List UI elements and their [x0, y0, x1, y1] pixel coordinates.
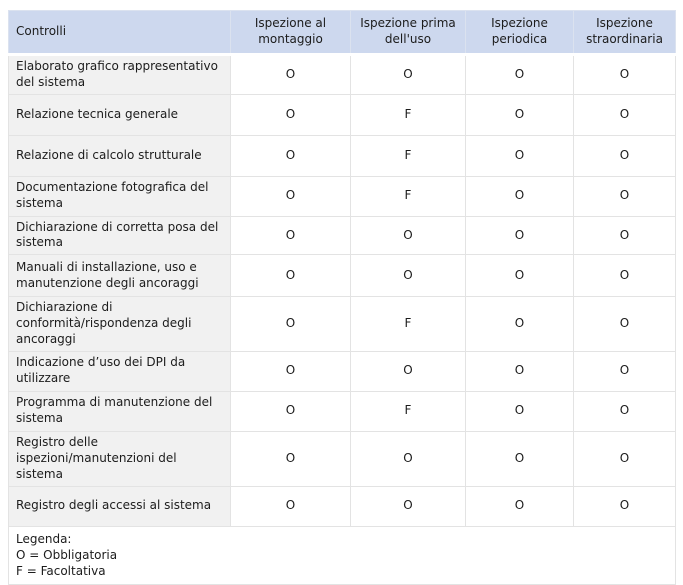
- cell-value: O: [230, 215, 351, 256]
- table-row: Registro delle ispezioni/⁠manutenzioni d…: [8, 430, 676, 487]
- column-header-ispezione-al-montaggio: Ispezione al montaggio: [230, 10, 351, 56]
- table-row: Documentazione fotografica del sistema O…: [8, 175, 676, 217]
- row-label: Documentazione fotografica del sistema: [8, 175, 231, 217]
- cell-value: O: [465, 296, 574, 352]
- cell-value: O: [573, 54, 676, 95]
- legend-item-obbligatoria: O = Obbligatoria: [16, 547, 118, 562]
- cell-value: O: [350, 430, 466, 487]
- row-label: Relazione tecnica generale: [8, 93, 231, 136]
- table-row: Relazione tecnica generale O F O O: [8, 93, 676, 136]
- row-label: Relazione di calcolo strutturale: [8, 134, 231, 177]
- column-header-controlli: Controlli: [8, 10, 231, 56]
- inspection-controls-table: Controlli Ispezione al montaggio Ispezio…: [8, 10, 676, 585]
- table-row: Indicazione d’uso dei DPI da utilizzare …: [8, 350, 676, 392]
- cell-value: O: [573, 430, 676, 487]
- cell-value: O: [465, 254, 574, 298]
- table-row: Programma di manutenzione del sistema O …: [8, 390, 676, 432]
- row-label: Dichiarazione di corretta posa del siste…: [8, 215, 231, 256]
- column-header-ispezione-prima-delluso: Ispezione prima dell'uso: [350, 10, 466, 56]
- cell-value: O: [230, 175, 351, 217]
- legend-title: Legenda:: [16, 531, 72, 546]
- cell-value: O: [573, 390, 676, 432]
- cell-value: O: [230, 254, 351, 298]
- table-row: Registro degli accessi al sistema O O O …: [8, 485, 676, 527]
- cell-value: O: [230, 296, 351, 352]
- cell-value: F: [350, 296, 466, 352]
- table-row: Elaborato grafico rappresentativo del si…: [8, 54, 676, 95]
- row-label: Dichiarazione di conformità/⁠rispondenza…: [8, 296, 231, 352]
- cell-value: O: [573, 350, 676, 392]
- column-header-ispezione-straordinaria: Ispezione straordinaria: [573, 10, 676, 56]
- row-label: Elaborato grafico rappresentativo del si…: [8, 54, 231, 95]
- cell-value: O: [230, 430, 351, 487]
- cell-value: O: [230, 93, 351, 136]
- row-label: Manuali di installazione, uso e manutenz…: [8, 254, 231, 298]
- legend-row: Legenda: O = Obbligatoria F = Facoltativ…: [8, 525, 676, 585]
- cell-value: F: [350, 93, 466, 136]
- header-row: Controlli Ispezione al montaggio Ispezio…: [8, 10, 676, 56]
- cell-value: O: [350, 485, 466, 527]
- row-label: Programma di manutenzione del sistema: [8, 390, 231, 432]
- cell-value: O: [230, 485, 351, 527]
- cell-value: O: [573, 215, 676, 256]
- cell-value: O: [465, 390, 574, 432]
- table-row: Dichiarazione di corretta posa del siste…: [8, 215, 676, 256]
- column-header-ispezione-periodica: Ispezione periodica: [465, 10, 574, 56]
- cell-value: F: [350, 134, 466, 177]
- cell-value: O: [350, 54, 466, 95]
- cell-value: O: [465, 93, 574, 136]
- table-row: Relazione di calcolo strutturale O F O O: [8, 134, 676, 177]
- cell-value: O: [465, 350, 574, 392]
- cell-value: F: [350, 390, 466, 432]
- cell-value: O: [230, 350, 351, 392]
- row-label: Indicazione d’uso dei DPI da utilizzare: [8, 350, 231, 392]
- cell-value: O: [573, 485, 676, 527]
- cell-value: F: [350, 175, 466, 217]
- cell-value: O: [573, 296, 676, 352]
- inspection-controls-table-container: Controlli Ispezione al montaggio Ispezio…: [8, 10, 676, 585]
- cell-value: O: [230, 134, 351, 177]
- legend-item-facoltativa: F = Facoltativa: [16, 563, 106, 578]
- table-row: Dichiarazione di conformità/⁠rispondenza…: [8, 296, 676, 352]
- cell-value: O: [573, 175, 676, 217]
- legend: Legenda: O = Obbligatoria F = Facoltativ…: [8, 525, 676, 585]
- cell-value: O: [573, 254, 676, 298]
- cell-value: O: [350, 215, 466, 256]
- cell-value: O: [465, 134, 574, 177]
- cell-value: O: [465, 430, 574, 487]
- row-label: Registro delle ispezioni/⁠manutenzioni d…: [8, 430, 231, 487]
- cell-value: O: [350, 350, 466, 392]
- cell-value: O: [230, 54, 351, 95]
- row-label: Registro degli accessi al sistema: [8, 485, 231, 527]
- cell-value: O: [350, 254, 466, 298]
- cell-value: O: [573, 134, 676, 177]
- table-row: Manuali di installazione, uso e manutenz…: [8, 254, 676, 298]
- cell-value: O: [465, 54, 574, 95]
- cell-value: O: [465, 485, 574, 527]
- cell-value: O: [573, 93, 676, 136]
- cell-value: O: [465, 215, 574, 256]
- cell-value: O: [230, 390, 351, 432]
- cell-value: O: [465, 175, 574, 217]
